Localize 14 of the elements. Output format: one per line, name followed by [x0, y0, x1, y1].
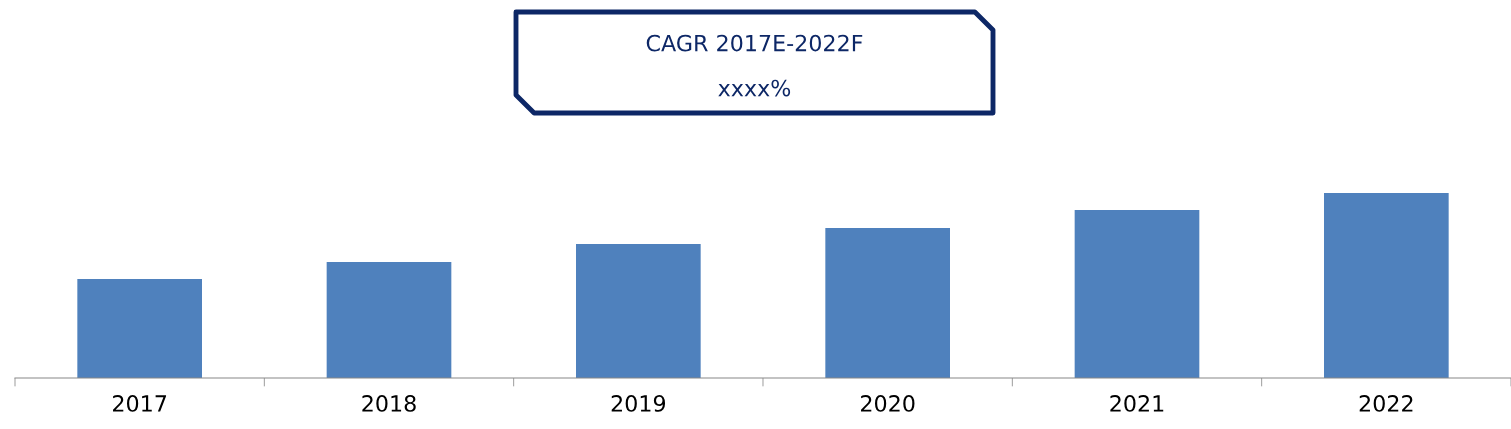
text: xxxx% [718, 79, 791, 97]
bar [326, 262, 452, 378]
x-tick-label: 2022 [1359, 395, 1413, 412]
bar [77, 279, 202, 378]
bar [576, 244, 701, 378]
x-tick-label: 2017 [113, 395, 167, 412]
x-tick-label: 2018 [362, 395, 416, 412]
x-tick-label: 2021 [1110, 395, 1164, 412]
x-tick-label: 2019 [611, 395, 666, 412]
x-tick-label: 2020 [861, 395, 915, 412]
bar [1324, 193, 1449, 378]
bar [825, 227, 950, 378]
bar [1074, 210, 1200, 378]
text: CAGR 2017E-2022F [646, 34, 863, 52]
